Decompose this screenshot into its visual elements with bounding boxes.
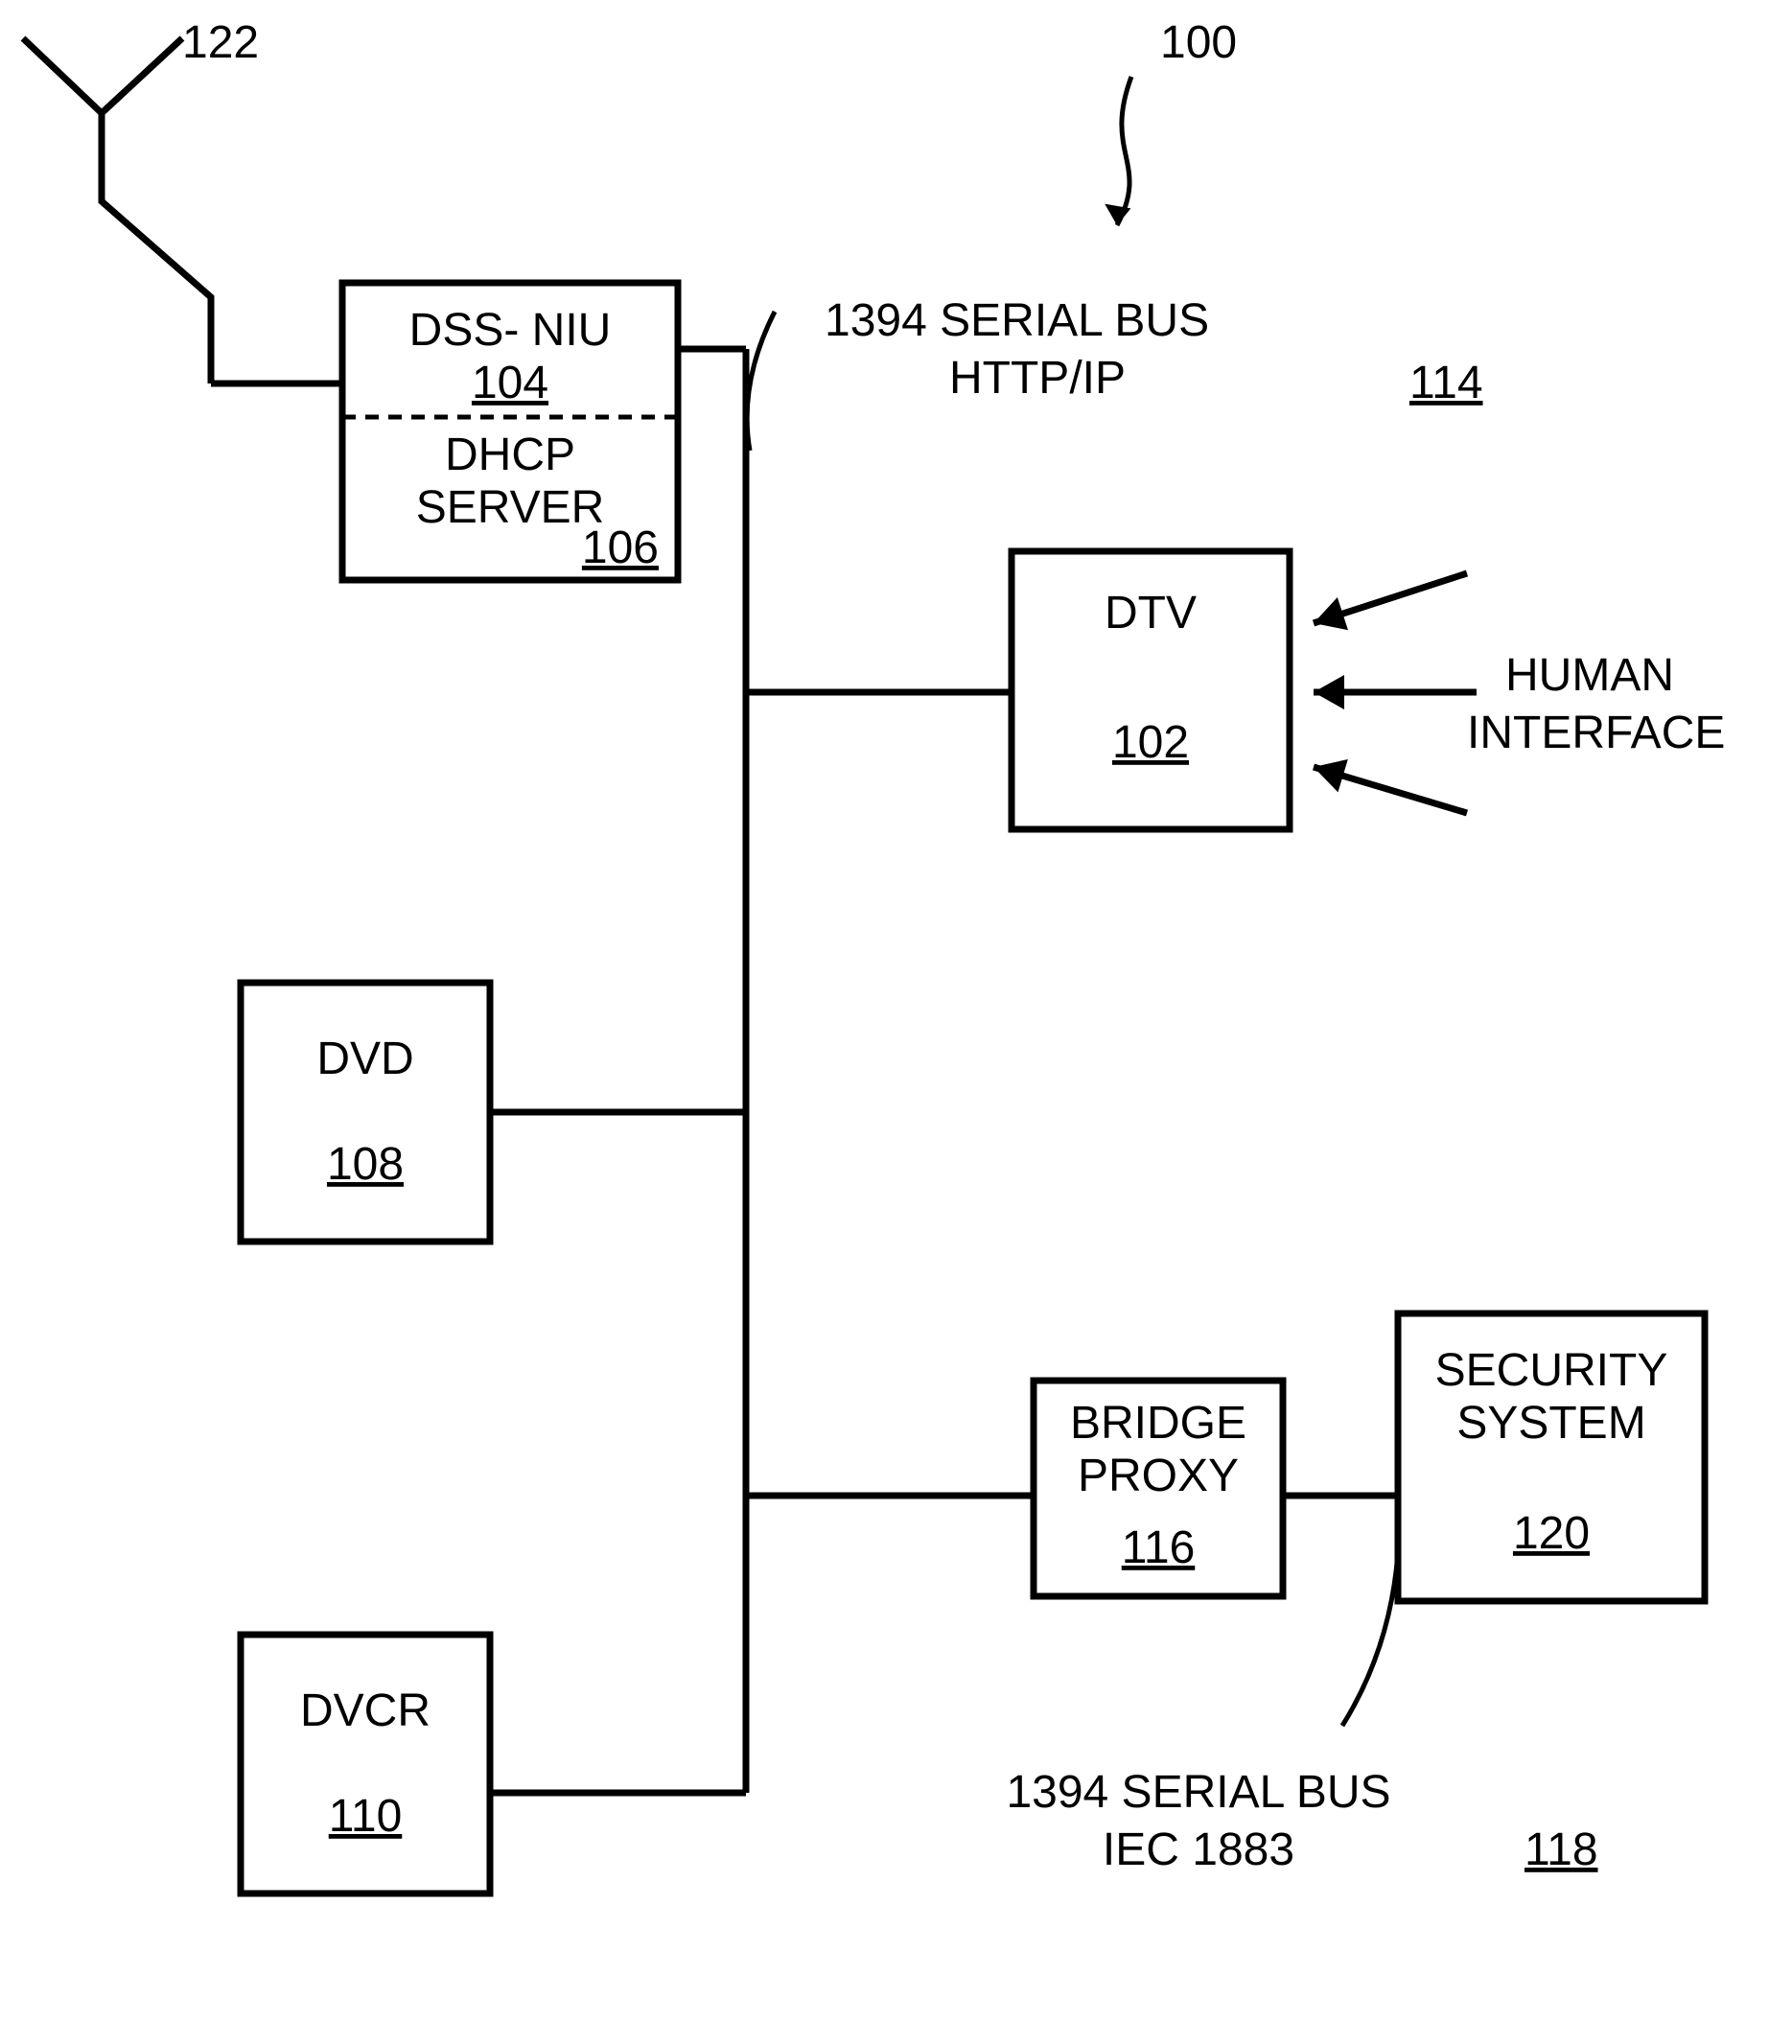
bus-top-pointer [747, 312, 775, 451]
ref-118-label: 118 [1524, 1824, 1598, 1875]
ref-122-label: 122 [182, 17, 259, 68]
bridge-num: 116 [1122, 1522, 1196, 1573]
dss-niu-box: DSS- NIU 104 DHCP SERVER 106 [342, 283, 678, 580]
human-interface-label-2: INTERFACE [1467, 708, 1725, 758]
bridge-label-1: BRIDGE [1070, 1398, 1246, 1449]
bus-top-label-2: HTTP/IP [949, 353, 1126, 404]
dss-niu-num: 104 [472, 358, 548, 408]
dhcp-num: 106 [582, 523, 659, 573]
security-label-2: SYSTEM [1456, 1398, 1645, 1449]
ref-100-label: 100 [1160, 17, 1237, 68]
security-system-box: SECURITY SYSTEM 120 [1398, 1313, 1705, 1601]
dvcr-box: DVCR 110 [241, 1635, 490, 1893]
dss-niu-label: DSS- NIU [409, 305, 612, 356]
security-label-1: SECURITY [1435, 1345, 1668, 1396]
dtv-num: 102 [1112, 717, 1189, 768]
bridge-label-2: PROXY [1078, 1451, 1239, 1501]
human-interface-label-1: HUMAN [1505, 650, 1674, 701]
ref-114-label: 114 [1409, 358, 1483, 408]
ref-100-arrow [1117, 77, 1131, 225]
bus-top-label-1: 1394 SERIAL BUS [825, 295, 1209, 346]
security-num: 120 [1513, 1508, 1590, 1559]
bus-bottom-label-2: IEC 1883 [1103, 1824, 1294, 1875]
human-interface-arrows [1314, 573, 1477, 813]
dhcp-label-2: SERVER [416, 482, 605, 533]
dtv-box: DTV 102 [1012, 551, 1290, 829]
bus-bottom-label-1: 1394 SERIAL BUS [1006, 1767, 1390, 1818]
bus-bottom-pointer [1342, 1553, 1398, 1726]
dvcr-label: DVCR [300, 1685, 431, 1736]
dvd-box: DVD 108 [241, 983, 490, 1242]
dvcr-num: 110 [329, 1791, 403, 1842]
dvd-num: 108 [327, 1139, 404, 1190]
bridge-proxy-box: BRIDGE PROXY 116 [1034, 1381, 1283, 1596]
dtv-label: DTV [1105, 588, 1197, 639]
dhcp-label-1: DHCP [445, 430, 575, 480]
antenna-icon [23, 38, 211, 383]
dvd-label: DVD [316, 1034, 413, 1084]
